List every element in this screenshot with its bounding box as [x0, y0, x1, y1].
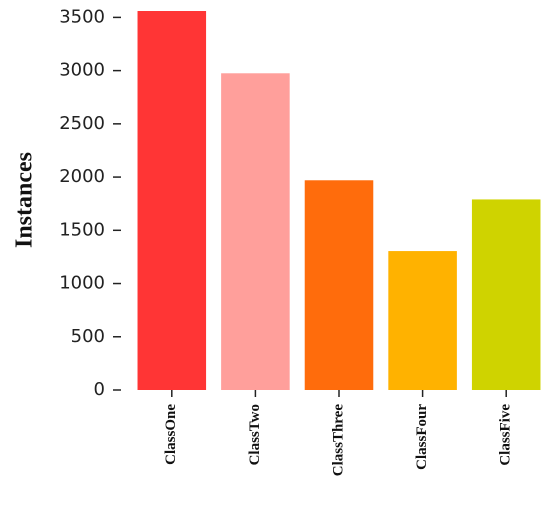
bar [137, 11, 207, 390]
y-tick-label: 500 [71, 326, 105, 347]
x-tick-label: ClassTwo [247, 404, 263, 465]
x-tick-label: ClassOne [163, 404, 179, 465]
bar [221, 73, 290, 391]
bar [471, 199, 541, 390]
x-tick-label: ClassThree [330, 404, 346, 477]
y-axis-label: Instances [12, 152, 38, 248]
y-tick-label: 3500 [59, 6, 105, 27]
y-tick-label: 0 [94, 379, 105, 400]
y-tick-label: 2000 [59, 166, 105, 187]
y-tick-label: 2500 [59, 113, 105, 134]
bar [388, 251, 457, 390]
x-tick-label: ClassFive [498, 404, 514, 466]
y-tick-label: 1000 [59, 273, 105, 294]
y-tick-label: 1500 [59, 219, 105, 240]
x-tick-label: ClassFour [414, 404, 430, 470]
y-tick-label: 3000 [59, 60, 105, 81]
bar [304, 180, 374, 390]
